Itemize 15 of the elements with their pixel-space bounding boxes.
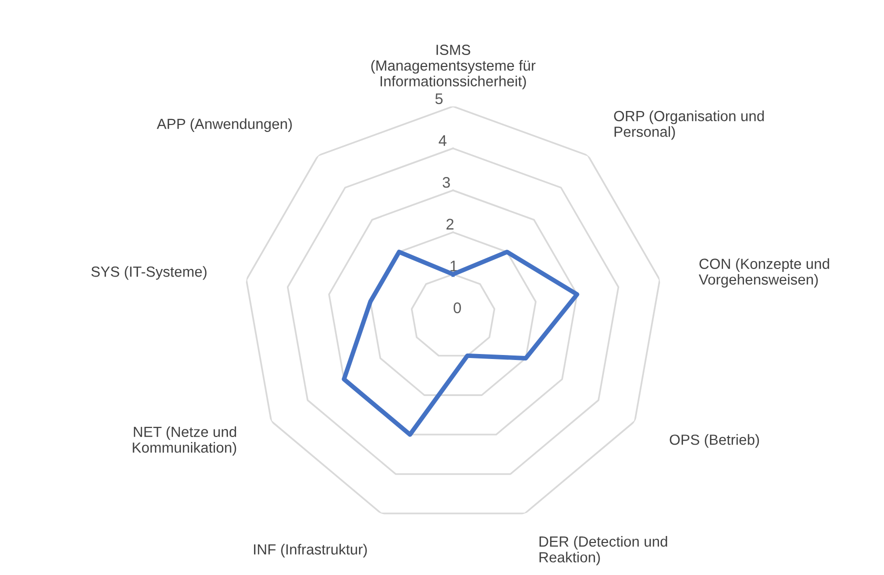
spoke-label: INF (Infrastruktur) — [254, 544, 367, 558]
y-tick-label: 5 — [435, 93, 443, 104]
y-tick-label: 3 — [442, 176, 450, 188]
spoke-label: DER (Detection und Reaktion) — [540, 536, 668, 566]
spoke-label: ISMS (Managementsysteme für Informationssicherheit) — [371, 44, 536, 90]
spoke-label: ORP (Organisation und Personal) — [614, 110, 764, 140]
y-tick-label: 0 — [454, 302, 461, 314]
y-tick-label: 2 — [446, 218, 454, 230]
spoke-label: NET (Netze und Kommunikation) — [132, 426, 236, 456]
spoke-label: CON (Konzepte und Vorgehensweisen) — [698, 258, 830, 288]
y-tick-label: 4 — [438, 135, 446, 146]
spoke-label: SYS (IT-Systeme) — [91, 266, 206, 280]
spoke-label: OPS (Betrieb) — [670, 434, 759, 448]
y-tick-label: 1 — [450, 260, 458, 272]
spoke-label: APP (Anwendungen) — [156, 118, 292, 132]
